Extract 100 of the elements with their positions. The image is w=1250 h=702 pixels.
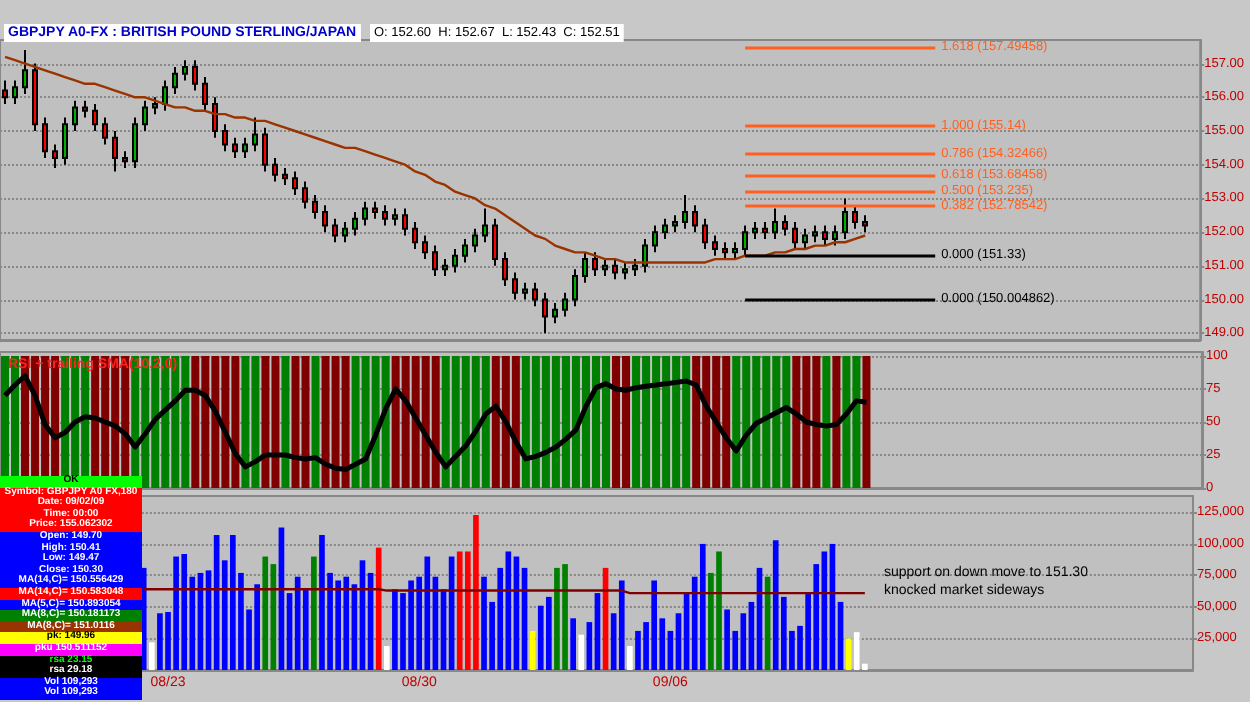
candlestick [702,217,708,250]
candlestick [252,116,258,153]
bar [578,634,585,670]
candlestick [52,143,58,170]
candlestick [182,59,188,82]
line-series [3,55,867,264]
bar [254,584,260,670]
bar [699,543,706,670]
bar [262,556,269,670]
bar [570,618,576,670]
bar [546,596,552,670]
candlestick [592,251,598,277]
candlestick [212,96,218,139]
candlestick [532,281,538,308]
candlestick [292,170,298,197]
candlestick [282,167,288,186]
candlestick [82,99,88,119]
candlestick [62,116,68,166]
bar [383,646,390,670]
bar [311,556,317,670]
candlestick [762,221,768,240]
bar [724,609,730,670]
candlestick [172,65,178,95]
bar [230,535,236,670]
candlestick [632,258,638,277]
candlestick [782,214,788,237]
candlestick [462,237,468,264]
candlestick [12,79,18,106]
candlestick [612,258,618,281]
bar [319,535,325,670]
candlestick [582,251,588,284]
bar [772,540,779,670]
bar [554,567,560,670]
candlestick [552,301,558,325]
candlestick [192,59,198,92]
candlestick [382,204,388,227]
candlestick [412,221,418,250]
bar [335,580,342,670]
candlestick [142,99,148,133]
candlestick [772,207,778,240]
candlestick [802,227,808,250]
bar [537,605,544,670]
bar [181,554,188,670]
candlestick [342,221,348,244]
candlestick [272,156,278,183]
candlestick [512,271,518,301]
candlestick [712,234,718,257]
candlestick [302,180,308,210]
bar [375,547,382,670]
bar [157,613,163,670]
candlestick [132,116,138,170]
candlestick [492,217,498,267]
candlestick [312,194,318,220]
candlestick [422,234,428,261]
candlestick [542,291,548,335]
bar [343,576,350,670]
candlestick [442,258,448,277]
candlestick [572,268,578,308]
candlestick [662,217,668,240]
candlestick [822,224,828,247]
candlestick [122,150,128,170]
candlestick [372,200,378,220]
candlestick [392,207,398,227]
bar [173,556,179,670]
bar [473,514,479,670]
candlestick [242,136,248,159]
candlestick [322,204,328,234]
candlestick [652,224,658,254]
candlestick [752,221,758,240]
bar [505,551,512,670]
bar [481,576,487,670]
candlestick [722,241,728,261]
candlestick [402,207,408,237]
candlestick [452,247,458,274]
candlestick [92,103,98,133]
candlestick [482,207,488,244]
candlestick [692,204,698,234]
candlestick [42,116,48,159]
candlestick [472,227,478,254]
candlestick [152,96,158,116]
line-series [2,373,869,473]
candlestick [112,130,118,173]
bar [853,632,860,670]
bar [424,556,431,670]
candlestick [562,291,568,318]
candlestick [832,224,838,247]
candlestick [622,261,628,281]
candlestick [602,258,608,277]
candlestick [672,214,678,234]
candlestick [262,126,268,173]
candlestick [32,62,38,133]
candlestick [22,49,28,95]
bar [635,630,641,670]
candlestick [102,116,108,146]
bar [618,580,625,670]
bar [562,564,568,670]
candlestick [792,221,798,250]
bar [148,642,155,670]
bar [408,580,414,670]
candlestick [432,244,438,277]
